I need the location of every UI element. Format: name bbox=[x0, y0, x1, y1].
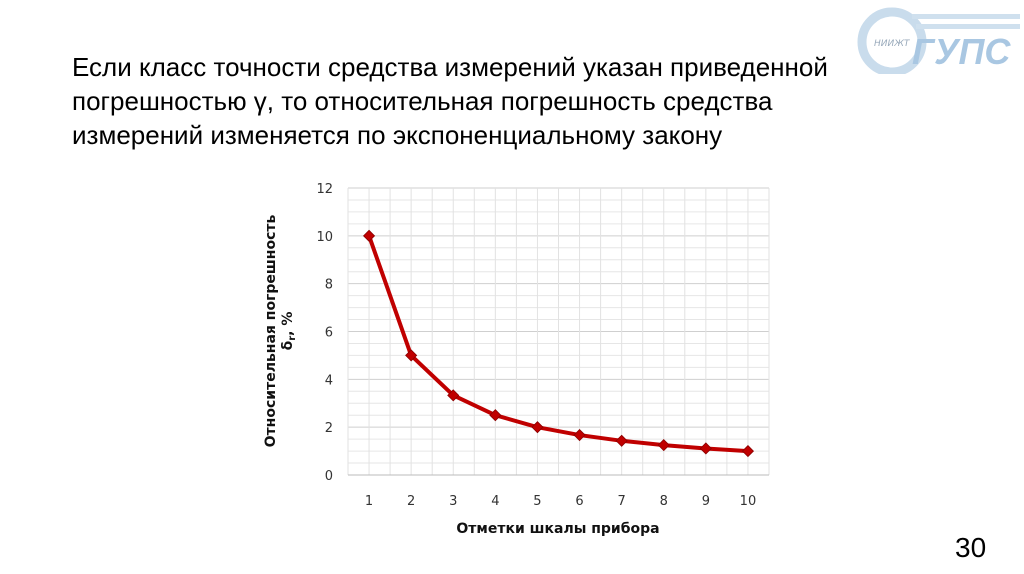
x-tick-label: 9 bbox=[702, 494, 710, 509]
data-point bbox=[405, 349, 418, 362]
x-axis-label: Отметки шкалы прибора bbox=[456, 521, 659, 537]
x-ticks: 1 2 3 4 5 6 7 8 9 10 bbox=[365, 494, 756, 509]
x-tick-label: 10 bbox=[740, 494, 757, 509]
data-point bbox=[447, 389, 460, 402]
title-line-2: погрешностью γ, то относительная погрешн… bbox=[72, 86, 773, 116]
svg-text:НИИЖТ: НИИЖТ bbox=[874, 39, 911, 49]
x-tick-label: 8 bbox=[660, 494, 668, 509]
y-tick-label: 12 bbox=[316, 182, 333, 197]
markers bbox=[362, 229, 755, 458]
y-tick-label: 2 bbox=[325, 421, 333, 436]
x-tick-label: 6 bbox=[575, 494, 583, 509]
title-line-3: измерений изменяется по экспоненциальном… bbox=[72, 120, 723, 150]
y-ticks: 0 2 4 6 8 10 12 bbox=[316, 182, 333, 484]
data-point bbox=[699, 442, 712, 455]
svg-text:ГУПС: ГУПС bbox=[912, 31, 1011, 72]
data-point bbox=[741, 445, 755, 458]
series-line bbox=[367, 235, 749, 454]
y-tick-label: 0 bbox=[325, 469, 333, 484]
page-number: 30 bbox=[955, 532, 987, 563]
y-tick-label: 10 bbox=[316, 230, 333, 245]
grid bbox=[347, 187, 770, 476]
slide-title: Если класс точности средства измерений у… bbox=[72, 50, 992, 152]
y-tick-label: 8 bbox=[325, 278, 333, 293]
x-tick-label: 2 bbox=[407, 494, 415, 509]
x-tick-label: 4 bbox=[491, 494, 499, 509]
y-tick-label: 4 bbox=[325, 373, 333, 388]
data-point bbox=[615, 434, 628, 447]
x-tick-label: 1 bbox=[365, 494, 373, 509]
data-point bbox=[489, 409, 502, 422]
y-axis-label-unit: δr, % bbox=[280, 312, 298, 351]
x-tick-label: 5 bbox=[533, 494, 541, 509]
x-tick-label: 7 bbox=[618, 494, 626, 509]
university-logo: НИИЖТ ГУПС bbox=[857, 7, 1020, 74]
data-point bbox=[573, 428, 586, 442]
data-point bbox=[657, 439, 670, 452]
title-line-1: Если класс точности средства измерений у… bbox=[72, 52, 828, 82]
data-point bbox=[531, 421, 544, 434]
data-point bbox=[362, 229, 376, 242]
y-tick-label: 6 bbox=[325, 326, 333, 341]
y-axis-label: Относительная погрешность bbox=[263, 215, 279, 448]
x-tick-label: 3 bbox=[449, 494, 457, 509]
